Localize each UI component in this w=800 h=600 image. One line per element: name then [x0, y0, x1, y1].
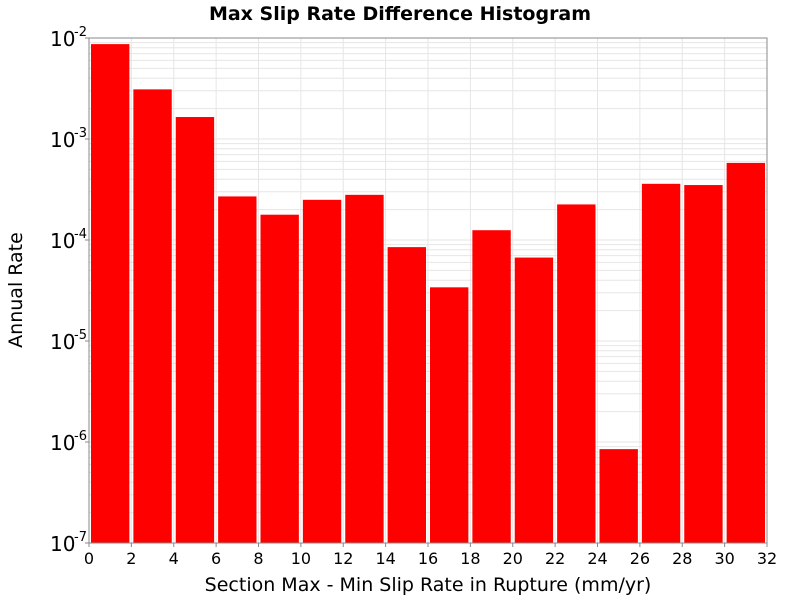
y-tick-label-base: 10: [50, 431, 75, 455]
histogram-bar: [430, 287, 469, 543]
y-tick-label-exponent: -7: [74, 530, 87, 545]
y-tick-label-base: 10: [50, 128, 75, 152]
x-tick-label: 22: [545, 549, 565, 568]
x-tick-label: 6: [211, 549, 221, 568]
x-tick-label: 10: [291, 549, 311, 568]
histogram-bar: [472, 230, 511, 543]
x-tick-label: 8: [253, 549, 263, 568]
x-axis-label: Section Max - Min Slip Rate in Rupture (…: [205, 574, 652, 596]
bars: [91, 44, 765, 544]
y-tick-label-base: 10: [50, 27, 75, 51]
x-tick-label: 4: [169, 549, 179, 568]
y-tick-label-exponent: -2: [74, 25, 87, 40]
histogram-bar: [726, 162, 765, 543]
x-tick-label: 2: [126, 549, 136, 568]
y-tick-label-base: 10: [50, 330, 75, 354]
x-tick-label: 32: [757, 549, 777, 568]
x-tick-label: 16: [418, 549, 438, 568]
histogram-bar: [260, 214, 299, 543]
x-tick-label: 24: [587, 549, 607, 568]
y-axis-ticks: 10-710-610-510-410-310-2: [50, 25, 89, 556]
histogram-bar: [599, 449, 638, 543]
histogram-bar: [302, 199, 342, 544]
y-tick-label-exponent: -4: [74, 227, 87, 242]
x-axis-ticks: 0 2 4 6 8 10 12 14 16 18 20 22 24 26 28 30 32: [84, 543, 777, 568]
histogram-bar: [514, 257, 554, 543]
histogram-bar: [684, 185, 723, 543]
chart-title: Max Slip Rate Difference Histogram: [209, 3, 591, 25]
histogram-bar: [91, 44, 130, 544]
histogram-bar: [387, 247, 426, 543]
y-tick-label-base: 10: [50, 229, 75, 253]
histogram-bar: [218, 196, 257, 544]
x-tick-label: 20: [503, 549, 523, 568]
x-tick-label: 26: [630, 549, 650, 568]
histogram-bar: [557, 204, 596, 543]
histogram-bar: [345, 194, 384, 543]
y-tick-label-exponent: -5: [74, 328, 87, 343]
x-tick-label: 30: [714, 549, 734, 568]
histogram-bar: [641, 183, 681, 543]
x-tick-label: 12: [333, 549, 353, 568]
histogram-bar: [175, 117, 215, 543]
x-tick-label: 0: [84, 549, 94, 568]
histogram-bar: [133, 89, 172, 543]
y-tick-label-base: 10: [50, 532, 75, 556]
x-tick-label: 28: [672, 549, 692, 568]
y-tick-label-exponent: -6: [74, 429, 87, 444]
x-tick-label: 14: [375, 549, 395, 568]
y-axis-label: Annual Rate: [5, 232, 27, 348]
y-tick-label-exponent: -3: [74, 126, 87, 141]
x-tick-label: 18: [460, 549, 480, 568]
